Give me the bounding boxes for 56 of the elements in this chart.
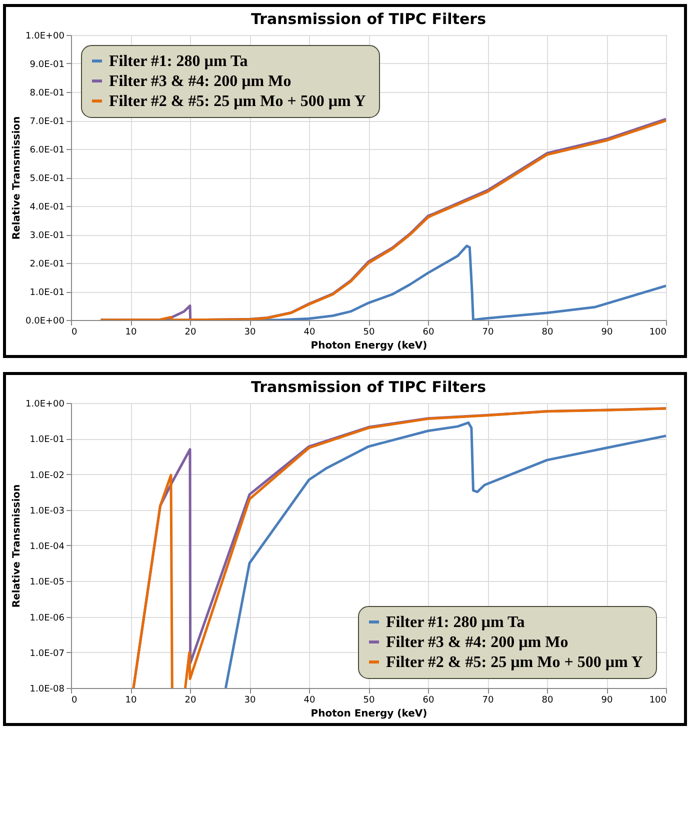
y-tick-label: 8.0E-01 xyxy=(30,88,64,98)
x-tick-label: 30 xyxy=(244,328,256,338)
chart-title: Transmission of TIPC Filters xyxy=(251,378,486,396)
x-tick-label: 0 xyxy=(72,696,78,706)
legend-label: Filter #1: 280 µm Ta xyxy=(386,614,525,631)
x-tick-label: 100 xyxy=(649,696,667,706)
x-tick-label: 40 xyxy=(304,328,316,338)
chart-title: Transmission of TIPC Filters xyxy=(251,10,486,28)
y-tick-label: 0.0E+00 xyxy=(26,316,65,326)
y-tick-label: 1.0E-06 xyxy=(30,613,65,624)
y-tick-label: 1.0E-03 xyxy=(30,506,64,516)
x-tick-label: 100 xyxy=(649,328,667,338)
y-tick-label: 5.0E-01 xyxy=(30,174,64,184)
x-tick-label: 60 xyxy=(422,696,434,706)
legend-label: Filter #2 & #5: 25 µm Mo + 500 µm Y xyxy=(386,654,644,671)
x-axis-title: Photon Energy (keV) xyxy=(310,708,428,720)
x-tick-label: 40 xyxy=(304,696,316,706)
y-tick-label: 9.0E-01 xyxy=(30,60,64,70)
x-tick-label: 10 xyxy=(125,696,137,706)
x-tick-label: 20 xyxy=(184,328,196,338)
x-tick-label: 70 xyxy=(482,696,494,706)
x-tick-label: 70 xyxy=(482,328,494,338)
x-tick-label: 30 xyxy=(244,696,256,706)
y-axis-title: Relative Transmission xyxy=(12,116,23,240)
x-tick-label: 80 xyxy=(542,696,554,706)
x-tick-label: 10 xyxy=(125,328,137,338)
y-tick-label: 1.0E-04 xyxy=(30,542,65,552)
y-tick-label: 1.0E-05 xyxy=(30,578,64,588)
line-series xyxy=(224,421,666,688)
y-tick-label: 3.0E-01 xyxy=(30,231,64,241)
legend-label: Filter #3 & #4: 200 µm Mo xyxy=(109,73,292,90)
x-tick-label: 90 xyxy=(601,328,613,338)
legend-label: Filter #2 & #5: 25 µm Mo + 500 µm Y xyxy=(109,93,366,110)
y-axis-title: Relative Transmission xyxy=(12,484,23,608)
x-tick-label: 50 xyxy=(363,328,375,338)
y-tick-label: 2.0E-01 xyxy=(30,260,64,270)
y-tick-label: 1.0E-07 xyxy=(30,648,64,659)
x-tick-label: 90 xyxy=(601,696,613,706)
x-tick-label: 50 xyxy=(363,696,375,706)
y-tick-label: 4.0E-01 xyxy=(30,202,64,212)
y-tick-label: 1.0E-01 xyxy=(30,435,64,446)
legend-label: Filter #3 & #4: 200 µm Mo xyxy=(386,634,568,651)
y-tick-label: 1.0E+00 xyxy=(26,32,65,42)
x-tick-label: 0 xyxy=(72,328,78,338)
y-tick-label: 1.0E-02 xyxy=(30,470,64,481)
y-tick-label: 7.0E-01 xyxy=(30,117,64,127)
legend-label: Filter #1: 280 µm Ta xyxy=(109,53,248,70)
y-tick-label: 1.0E+00 xyxy=(26,400,65,410)
x-axis-title: Photon Energy (keV) xyxy=(310,340,428,352)
y-tick-label: 1.0E-01 xyxy=(30,288,64,298)
line-series xyxy=(132,407,666,688)
x-tick-label: 80 xyxy=(542,328,554,338)
x-tick-label: 20 xyxy=(184,696,196,706)
x-tick-label: 60 xyxy=(422,328,434,338)
y-tick-label: 1.0E-08 xyxy=(30,684,65,694)
y-tick-label: 6.0E-01 xyxy=(30,146,64,156)
